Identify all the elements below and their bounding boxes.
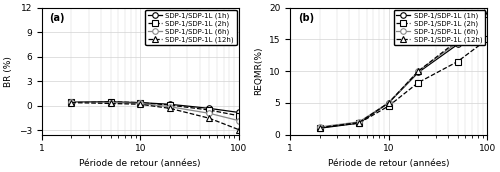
SDP-1/SDP-1L (1h) [236,111,242,114]
SDP-1/SDP-1L (12h) [416,70,422,72]
SDP-1/SDP-1L (1h) [206,107,212,109]
Line: SDP-1/SDP-1L (1h): SDP-1/SDP-1L (1h) [68,99,242,115]
SDP-1/SDP-1L (6h) [137,102,143,104]
SDP-1/SDP-1L (6h) [206,112,212,114]
SDP-1/SDP-1L (12h) [484,13,490,15]
SDP-1/SDP-1L (6h) [236,120,242,122]
SDP-1/SDP-1L (1h) [416,71,422,73]
Line: SDP-1/SDP-1L (6h): SDP-1/SDP-1L (6h) [68,99,242,123]
SDP-1/SDP-1L (1h) [484,10,490,12]
SDP-1/SDP-1L (6h) [108,102,114,104]
SDP-1/SDP-1L (6h) [484,8,490,10]
SDP-1/SDP-1L (2h) [137,102,143,104]
SDP-1/SDP-1L (12h) [356,121,362,123]
Line: SDP-1/SDP-1L (12h): SDP-1/SDP-1L (12h) [68,100,242,132]
SDP-1/SDP-1L (2h) [386,105,392,107]
SDP-1/SDP-1L (6h) [454,41,460,44]
SDP-1/SDP-1L (2h) [206,109,212,111]
SDP-1/SDP-1L (2h) [484,38,490,40]
SDP-1/SDP-1L (2h) [236,115,242,117]
SDP-1/SDP-1L (12h) [454,40,460,42]
SDP-1/SDP-1L (12h) [317,127,323,129]
Text: (b): (b) [298,13,314,23]
SDP-1/SDP-1L (12h) [206,117,212,119]
SDP-1/SDP-1L (1h) [167,103,173,105]
Line: SDP-1/SDP-1L (6h): SDP-1/SDP-1L (6h) [317,6,490,130]
SDP-1/SDP-1L (6h) [68,101,74,103]
SDP-1/SDP-1L (2h) [416,82,422,84]
SDP-1/SDP-1L (12h) [137,103,143,105]
SDP-1/SDP-1L (12h) [68,102,74,104]
Y-axis label: BR (%): BR (%) [4,56,13,87]
SDP-1/SDP-1L (2h) [167,104,173,106]
X-axis label: Période de retour (années): Période de retour (années) [80,159,201,168]
SDP-1/SDP-1L (6h) [317,126,323,128]
Text: (a): (a) [50,13,65,23]
SDP-1/SDP-1L (1h) [108,101,114,103]
SDP-1/SDP-1L (6h) [356,121,362,123]
SDP-1/SDP-1L (6h) [416,70,422,72]
Y-axis label: REQMR(%): REQMR(%) [254,47,264,95]
SDP-1/SDP-1L (2h) [68,101,74,103]
SDP-1/SDP-1L (12h) [386,102,392,104]
Line: SDP-1/SDP-1L (1h): SDP-1/SDP-1L (1h) [317,8,490,131]
SDP-1/SDP-1L (2h) [108,101,114,103]
SDP-1/SDP-1L (2h) [356,122,362,124]
SDP-1/SDP-1L (1h) [454,44,460,46]
SDP-1/SDP-1L (1h) [317,127,323,129]
SDP-1/SDP-1L (6h) [386,102,392,104]
Line: SDP-1/SDP-1L (2h): SDP-1/SDP-1L (2h) [317,37,490,130]
SDP-1/SDP-1L (1h) [137,102,143,104]
SDP-1/SDP-1L (2h) [317,127,323,129]
X-axis label: Période de retour (années): Période de retour (années) [328,159,450,168]
SDP-1/SDP-1L (12h) [108,102,114,104]
Line: SDP-1/SDP-1L (2h): SDP-1/SDP-1L (2h) [68,99,242,119]
SDP-1/SDP-1L (2h) [454,61,460,63]
Legend: SDP-1/SDP-1L (1h), SDP-1/SDP-1L (2h), SDP-1/SDP-1L (6h), SDP-1/SDP-1L (12h): SDP-1/SDP-1L (1h), SDP-1/SDP-1L (2h), SD… [145,10,236,45]
SDP-1/SDP-1L (12h) [236,129,242,131]
SDP-1/SDP-1L (6h) [167,106,173,108]
SDP-1/SDP-1L (1h) [68,101,74,103]
Line: SDP-1/SDP-1L (12h): SDP-1/SDP-1L (12h) [317,11,490,130]
SDP-1/SDP-1L (1h) [356,122,362,124]
SDP-1/SDP-1L (12h) [167,107,173,109]
Legend: SDP-1/SDP-1L (1h), SDP-1/SDP-1L (2h), SDP-1/SDP-1L (6h), SDP-1/SDP-1L (12h): SDP-1/SDP-1L (1h), SDP-1/SDP-1L (2h), SD… [394,10,485,45]
SDP-1/SDP-1L (1h) [386,102,392,104]
